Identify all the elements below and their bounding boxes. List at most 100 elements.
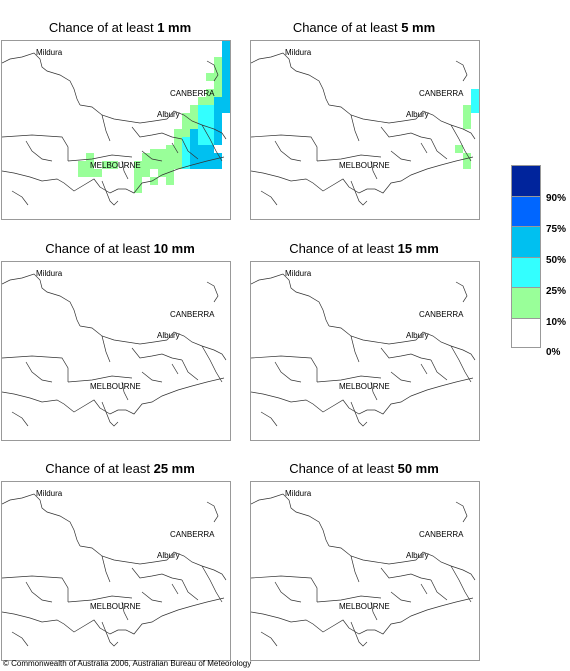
boundary-line: [101, 114, 111, 142]
city-label-mildura: Mildura: [285, 48, 312, 57]
boundary-line: [79, 545, 168, 565]
probability-cell: [166, 145, 174, 153]
boundary-line: [328, 104, 417, 124]
probability-cell: [214, 65, 222, 73]
probability-cell: [455, 145, 463, 153]
boundary-line: [121, 160, 129, 180]
boundary-line: [79, 104, 168, 124]
probability-cell: [198, 129, 206, 137]
boundary-line: [11, 190, 29, 206]
probability-cell: [222, 81, 230, 89]
probability-cell: [198, 105, 206, 113]
boundary-line: [67, 375, 133, 383]
boundary-line: [2, 273, 81, 327]
city-label-albury: Albury: [157, 551, 180, 560]
probability-cell: [190, 153, 198, 161]
victoria-map-svg: Mildura CANBERRA Albury MELBOURNE: [2, 41, 230, 206]
city-label-albury: Albury: [406, 110, 429, 119]
boundary-line: [316, 375, 382, 383]
probability-cell: [214, 129, 222, 137]
boundary-line: [415, 331, 476, 361]
boundary-line: [328, 545, 417, 565]
boundary-line: [430, 359, 448, 381]
boundary-line: [2, 493, 81, 547]
probability-cell: [190, 105, 198, 113]
legend-swatch-0: [511, 317, 541, 348]
probability-cell: [198, 153, 206, 161]
boundary-line: [415, 551, 476, 581]
boundary-line: [420, 583, 428, 595]
copyright-notice: © Commonwealth of Australia 2006, Austra…: [3, 659, 252, 668]
probability-cell: [182, 161, 190, 169]
probability-cell: [206, 137, 214, 145]
probability-cell: [134, 177, 142, 185]
boundary-line: [2, 52, 81, 106]
boundary-line: [166, 331, 227, 361]
probability-cell: [463, 161, 471, 169]
boundary-line: [206, 281, 219, 303]
probability-cell: [134, 169, 142, 177]
probability-cell: [198, 113, 206, 121]
map-25mm: Mildura CANBERRA Albury MELBOURNE: [1, 481, 231, 661]
boundary-line: [181, 138, 199, 160]
boundary-line: [131, 126, 183, 140]
probability-cell: [182, 121, 190, 129]
probability-cell: [166, 169, 174, 177]
boundary-line: [251, 355, 318, 382]
probability-cell: [174, 153, 182, 161]
probability-cell: [214, 97, 222, 105]
city-label-melbourne: MELBOURNE: [339, 382, 390, 391]
boundary-line: [251, 597, 474, 635]
probability-cell: [110, 161, 118, 169]
probability-cell: [174, 137, 182, 145]
probability-cell: [206, 161, 214, 169]
boundary-line: [455, 281, 468, 303]
city-label-melbourne: MELBOURNE: [90, 602, 141, 611]
probability-cell: [206, 73, 214, 81]
probability-cell: [150, 149, 158, 157]
probability-cell: [206, 97, 214, 105]
probability-cell: [206, 105, 214, 113]
probability-cell: [190, 129, 198, 137]
boundary-line: [316, 154, 382, 162]
boundary-line: [2, 355, 69, 382]
probability-cell: [86, 161, 94, 169]
probability-cell: [206, 145, 214, 153]
probability-cell: [471, 97, 479, 105]
city-label-melbourne: MELBOURNE: [90, 382, 141, 391]
probability-cell: [214, 161, 222, 169]
probability-cell: [214, 73, 222, 81]
probability-cell: [198, 97, 206, 105]
map-50mm: Mildura CANBERRA Albury MELBOURNE: [250, 481, 480, 661]
boundary-line: [67, 154, 133, 162]
boundary-line: [370, 381, 378, 401]
boundary-line: [166, 551, 227, 581]
boundary-line: [455, 60, 468, 82]
boundary-line: [101, 180, 119, 206]
city-label-albury: Albury: [157, 331, 180, 340]
boundary-line: [350, 335, 360, 363]
boundary-line: [328, 325, 417, 345]
probability-cell: [166, 177, 174, 185]
map-5mm: Mildura CANBERRA Albury MELBOURNE: [250, 40, 480, 220]
victoria-map-svg: Mildura CANBERRA Albury MELBOURNE: [251, 489, 476, 647]
probability-legend: [511, 165, 541, 348]
boundary-line: [350, 621, 368, 647]
boundary-line: [11, 411, 29, 427]
probability-cell: [190, 137, 198, 145]
probability-cell: [206, 89, 214, 97]
legend-label-50: 50%: [546, 255, 567, 266]
probability-cell: [174, 161, 182, 169]
probability-cell: [78, 161, 86, 169]
map-15mm: Mildura CANBERRA Albury MELBOURNE: [250, 261, 480, 441]
probability-cell: [142, 161, 150, 169]
probability-cell: [222, 89, 230, 97]
probability-cell: [214, 57, 222, 65]
boundary-line: [390, 591, 412, 603]
boundary-line: [430, 138, 448, 160]
probability-cell: [463, 113, 471, 121]
boundary-line: [274, 361, 302, 383]
probability-cell: [134, 185, 142, 193]
boundary-line: [206, 60, 219, 82]
boundary-line: [11, 631, 29, 647]
